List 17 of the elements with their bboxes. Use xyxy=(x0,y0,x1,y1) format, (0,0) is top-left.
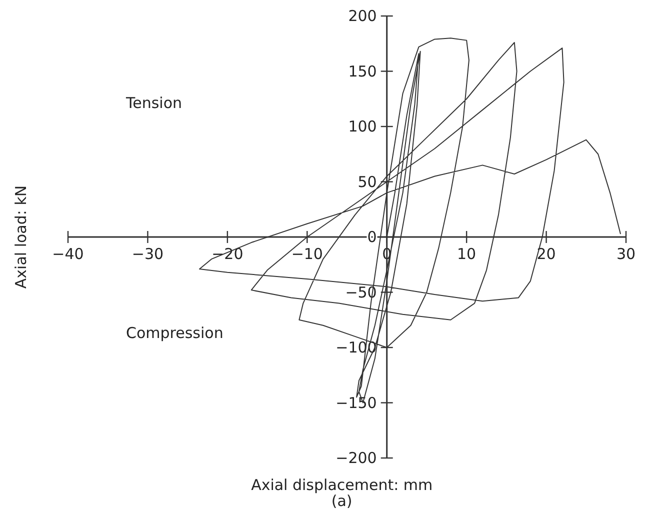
x-tick-label: −40 xyxy=(52,245,84,263)
y-tick-label: −200 xyxy=(336,449,377,467)
x-tick-label: −30 xyxy=(132,245,164,263)
x-tick-label: −10 xyxy=(291,245,323,263)
y-tick-label: 100 xyxy=(348,118,377,136)
y-tick-label: 50 xyxy=(358,172,377,191)
x-tick-label: 20 xyxy=(536,245,556,263)
x-axis-title: Axial displacement: mm xyxy=(251,476,433,494)
annotation: Compression xyxy=(126,324,224,342)
annotation: Tension xyxy=(125,94,182,112)
x-tick-label: 10 xyxy=(457,245,476,263)
y-tick-label: 150 xyxy=(348,62,377,80)
y-tick-label: 200 xyxy=(348,7,377,25)
text: (a) xyxy=(331,492,352,510)
y-tick-label: −150 xyxy=(336,394,377,412)
x-tick-label: 30 xyxy=(616,245,636,263)
y-axis-title: Axial load: kN xyxy=(12,185,30,289)
